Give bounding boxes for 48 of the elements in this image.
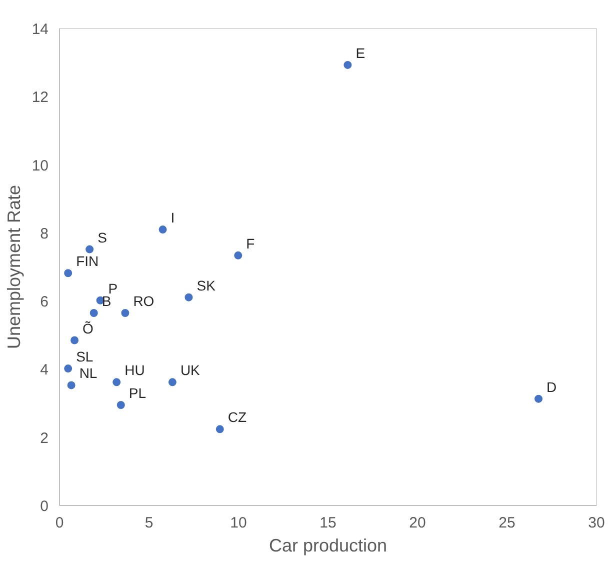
annotation: PL (128, 384, 146, 401)
annotation: HU (124, 362, 145, 378)
annotation: CZ (228, 409, 247, 426)
point (234, 251, 242, 260)
x-tick-label: 25 (498, 514, 516, 532)
y-tick-label: 8 (40, 225, 48, 242)
x-tick-label: 5 (144, 514, 154, 532)
x-tick-label: 15 (320, 514, 336, 532)
point (216, 425, 224, 434)
annotation: F (246, 235, 255, 252)
point (64, 364, 72, 373)
y-tick-label: 2 (40, 430, 48, 447)
annotation: FIN (76, 253, 99, 270)
annotation: S (98, 229, 107, 246)
point (64, 269, 72, 278)
x-tick-label: 0 (55, 514, 64, 532)
x-axis-title: Car production (268, 536, 388, 556)
point (121, 309, 130, 317)
annotation: NL (79, 365, 98, 382)
point (67, 381, 76, 390)
point (534, 394, 543, 403)
point (344, 60, 352, 69)
annotation: SK (196, 277, 216, 294)
y-tick-label: 10 (32, 157, 49, 174)
x-tick-label: 10 (230, 514, 247, 532)
point (116, 400, 125, 409)
y-tick-label: 4 (40, 362, 48, 379)
point (86, 245, 94, 254)
y-tick-label: 0 (40, 498, 48, 515)
annotation: Õ (82, 320, 94, 336)
annotation: UK (180, 362, 201, 378)
annotation: E (356, 44, 366, 61)
y-tick-label: 6 (40, 294, 48, 311)
point (158, 226, 167, 234)
x-tick-label: 20 (409, 514, 426, 532)
y-tick-label: 14 (32, 21, 49, 38)
point (112, 378, 121, 386)
x-tick-label: 30 (588, 514, 605, 532)
y-axis-title: Unemployment Rate (4, 184, 24, 350)
point (184, 293, 193, 302)
annotation: SL (76, 348, 94, 365)
annotation: RO (133, 292, 154, 309)
annotation: I (170, 210, 175, 226)
point (168, 378, 176, 386)
y-tick-label: 12 (32, 89, 49, 106)
annotation: D (546, 378, 557, 395)
point (70, 336, 79, 344)
point (90, 309, 98, 317)
